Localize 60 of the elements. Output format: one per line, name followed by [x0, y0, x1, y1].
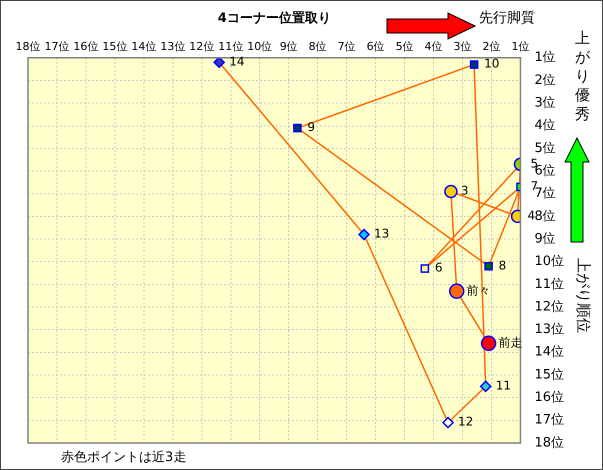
point — [293, 124, 302, 132]
y-tick-label: 11位 — [534, 276, 564, 292]
y-tick-label: 5位 — [534, 140, 556, 156]
y-tick-label: 2位 — [534, 72, 556, 88]
point — [420, 264, 430, 273]
y-tick-label: 3位 — [534, 95, 556, 110]
point — [470, 60, 478, 69]
annotation: 13 — [374, 226, 390, 241]
annotation: 10 — [484, 56, 500, 71]
text: 上がり優秀 — [575, 29, 590, 124]
text: 赤色ポイントは近3走 — [61, 450, 186, 465]
annotation: 11 — [496, 378, 511, 392]
x-tick-label: 11位 — [218, 40, 244, 54]
x-tick-label: 4位 — [424, 40, 443, 54]
y-tick-label: 4位 — [534, 118, 556, 134]
y-tick-label: 18位 — [534, 435, 564, 450]
x-tick-label: 7位 — [338, 40, 356, 54]
annotation: 3 — [460, 184, 469, 198]
point — [480, 380, 492, 392]
annotation: 6 — [434, 260, 443, 275]
x-tick-label: 17位 — [44, 40, 70, 54]
y-tick-label: 1位 — [534, 50, 556, 66]
annotation: 12 — [458, 414, 474, 429]
point — [480, 336, 496, 352]
x-tick-label: 5位 — [396, 40, 414, 54]
x-tick-label: 6位 — [366, 40, 385, 54]
x-axis-title: 4コーナー位置取り — [218, 11, 331, 26]
y-axis-title: 上がり順位 — [574, 257, 592, 335]
y-tick-label: 12位 — [534, 299, 564, 314]
annotation: 前走 — [498, 335, 523, 350]
point — [213, 58, 225, 68]
y-tick-label: 16位 — [534, 390, 564, 406]
annotation: 9 — [307, 120, 316, 134]
point — [484, 262, 493, 271]
annotation: 8 — [498, 258, 506, 272]
point — [442, 416, 454, 428]
x-tick-label: 15位 — [102, 40, 128, 54]
x-tick-label: 18位 — [16, 40, 40, 54]
x-tick-label: 2位 — [482, 40, 500, 54]
y-tick-label: 13位 — [534, 322, 564, 338]
x-tick-label: 3位 — [454, 40, 472, 54]
x-tick-label: 14位 — [131, 40, 156, 54]
annotation: 4 — [528, 208, 536, 223]
x-tick-label: 1位 — [511, 40, 530, 54]
x-tick-label: 8位 — [308, 40, 327, 54]
x-tick-label: 16位 — [73, 40, 98, 54]
x-tick-label: 12位 — [189, 40, 214, 54]
point — [448, 283, 464, 299]
y-tick-label: 8位 — [534, 208, 556, 224]
point — [358, 228, 370, 240]
y-tick-label: 17位 — [534, 412, 564, 428]
y-tick-label: 10位 — [534, 254, 564, 270]
x-tick-label: 10位 — [247, 40, 272, 54]
x-tick-label: 13位 — [160, 40, 186, 54]
annotation: 14 — [229, 54, 244, 68]
x-tick-label: 9位 — [280, 40, 298, 54]
y-tick-label: 9位 — [534, 231, 556, 246]
y-tick-label: 14位 — [534, 344, 564, 360]
text: 先行脚質 — [479, 10, 535, 26]
y-tick-label: 15位 — [534, 367, 564, 382]
